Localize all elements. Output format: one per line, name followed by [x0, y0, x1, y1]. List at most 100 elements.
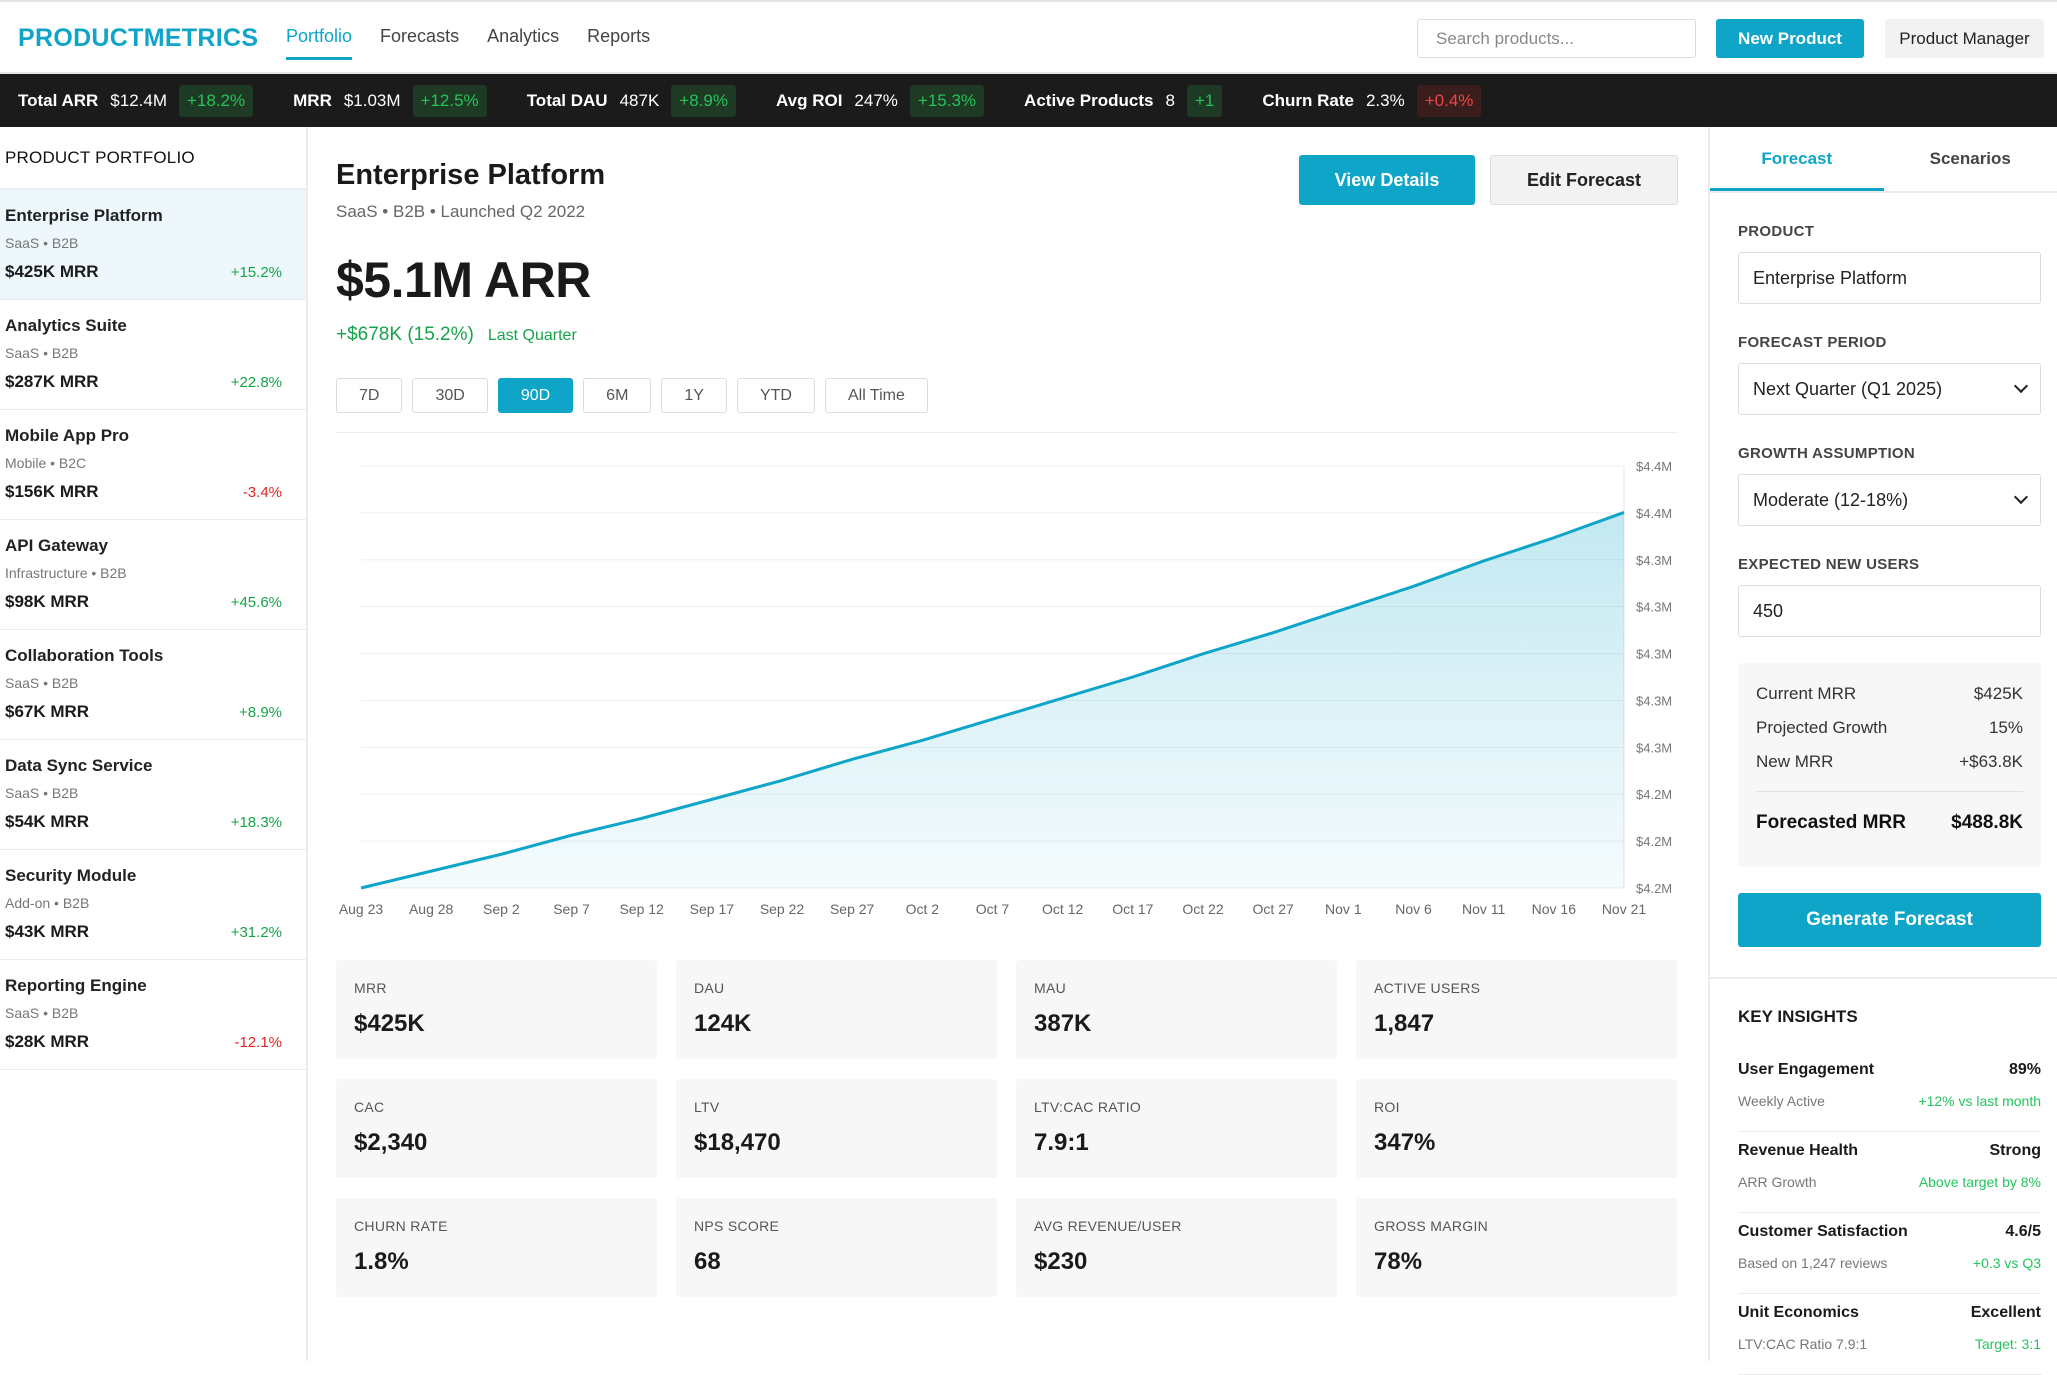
new-users-input[interactable]: 450 — [1738, 585, 2041, 637]
tab-scenarios[interactable]: Scenarios — [1884, 127, 2057, 191]
product-growth: +22.8% — [231, 374, 282, 391]
product-growth: +18.3% — [231, 814, 282, 831]
range-6m[interactable]: 6M — [583, 378, 651, 413]
metric-value: 124K — [694, 1010, 979, 1038]
insight-note: Above target by 8% — [1919, 1174, 2041, 1190]
x-tick-label: Sep 2 — [483, 901, 520, 917]
product-name: Data Sync Service — [5, 756, 299, 776]
nav-portfolio[interactable]: Portfolio — [286, 2, 352, 74]
insight-detail: Based on 1,247 reviews +0.3 vs Q3 — [1738, 1255, 2041, 1271]
metric-value: 78% — [1374, 1248, 1659, 1276]
product-name: Enterprise Platform — [5, 206, 299, 226]
insight-header: Revenue Health Strong — [1738, 1142, 2041, 1160]
insight-note: +12% vs last month — [1918, 1093, 2041, 1109]
metric-card: GROSS MARGIN 78% — [1356, 1198, 1677, 1297]
growth-value: Moderate (12-18%) — [1753, 490, 1908, 511]
metric-label: ROI — [1374, 1099, 1659, 1115]
range-90d[interactable]: 90D — [498, 378, 573, 413]
chevron-down-icon — [2014, 490, 2028, 504]
range-7d[interactable]: 7D — [336, 378, 402, 413]
nav-reports[interactable]: Reports — [587, 2, 650, 74]
x-tick-label: Sep 17 — [690, 901, 735, 917]
product-tags: SaaS • B2B — [5, 1005, 299, 1021]
product-name: Mobile App Pro — [5, 426, 299, 446]
period-value: Next Quarter (Q1 2025) — [1753, 379, 1942, 400]
ticker-change-badge: +0.4% — [1417, 85, 1482, 117]
product-tags: SaaS • B2B — [5, 675, 299, 691]
insight-value: Excellent — [1971, 1304, 2041, 1322]
metric-card: LTV$18,470 — [676, 1079, 997, 1178]
insight-sub: Weekly Active — [1738, 1093, 1825, 1109]
users-label: EXPECTED NEW USERS — [1738, 556, 2041, 573]
ticker-label: Avg ROI — [776, 91, 842, 111]
ticker-value: $1.03M — [344, 91, 401, 111]
main-nav: Portfolio Forecasts Analytics Reports — [286, 2, 650, 74]
nav-analytics[interactable]: Analytics — [487, 2, 559, 74]
product-name: Collaboration Tools — [5, 646, 299, 666]
x-tick-label: Sep 12 — [619, 901, 664, 917]
growth-select[interactable]: Moderate (12-18%) — [1738, 474, 2041, 526]
arr-change: +$678K (15.2%)Last Quarter — [336, 324, 577, 346]
summary-row: New MRR+$63.8K — [1756, 745, 2023, 779]
range-1y[interactable]: 1Y — [661, 378, 727, 413]
insight-sub: Based on 1,247 reviews — [1738, 1255, 1887, 1271]
y-tick-label: $4.3M — [1636, 553, 1672, 568]
product-tags: SaaS • B2B — [5, 785, 299, 801]
arr-value: $5.1M ARR — [336, 251, 591, 309]
ticker-change-badge: +18.2% — [179, 85, 253, 117]
ticker-label: Active Products — [1024, 91, 1153, 111]
edit-forecast-button[interactable]: Edit Forecast — [1490, 155, 1678, 205]
metric-label: GROSS MARGIN — [1374, 1218, 1659, 1234]
metric-value: 1.8% — [354, 1248, 639, 1276]
insight-name: User Engagement — [1738, 1061, 1874, 1079]
summary-label: New MRR — [1756, 752, 1833, 772]
ticker-change-badge: +12.5% — [413, 85, 487, 117]
nav-forecasts[interactable]: Forecasts — [380, 2, 459, 74]
logo[interactable]: PRODUCTMETRICS — [18, 24, 258, 53]
range-30d[interactable]: 30D — [412, 378, 487, 413]
search-input[interactable] — [1417, 19, 1696, 58]
view-details-button[interactable]: View Details — [1299, 155, 1475, 205]
top-header: PRODUCTMETRICS Portfolio Forecasts Analyti… — [0, 0, 2057, 74]
ticker-change-badge: +1 — [1187, 85, 1222, 117]
period-select[interactable]: Next Quarter (Q1 2025) — [1738, 363, 2041, 415]
metric-card: CAC$2,340 — [336, 1079, 657, 1178]
insight-name: Revenue Health — [1738, 1142, 1858, 1160]
product-name: Reporting Engine — [5, 976, 299, 996]
user-menu-button[interactable]: Product Manager — [1885, 19, 2044, 58]
page-title: Enterprise Platform — [336, 159, 605, 192]
new-product-button[interactable]: New Product — [1716, 19, 1864, 58]
x-tick-label: Oct 7 — [976, 901, 1010, 917]
x-tick-label: Oct 2 — [906, 901, 940, 917]
insight-value: Strong — [1989, 1142, 2041, 1160]
insight-note: +0.3 vs Q3 — [1973, 1255, 2041, 1271]
x-tick-label: Sep 27 — [830, 901, 875, 917]
ticker-change-badge: +8.9% — [671, 85, 736, 117]
new-users-value: 450 — [1753, 601, 1783, 622]
metric-label: CHURN RATE — [354, 1218, 639, 1234]
generate-forecast-button[interactable]: Generate Forecast — [1738, 893, 2041, 947]
range-ytd[interactable]: YTD — [737, 378, 815, 413]
product-field[interactable]: Enterprise Platform — [1738, 252, 2041, 304]
tab-forecast[interactable]: Forecast — [1710, 127, 1884, 191]
range-all-time[interactable]: All Time — [825, 378, 928, 413]
product-tags: Add-on • B2B — [5, 895, 299, 911]
forecast-panel: Forecast Scenarios PRODUCT Enterprise Pl… — [1708, 127, 2057, 1361]
